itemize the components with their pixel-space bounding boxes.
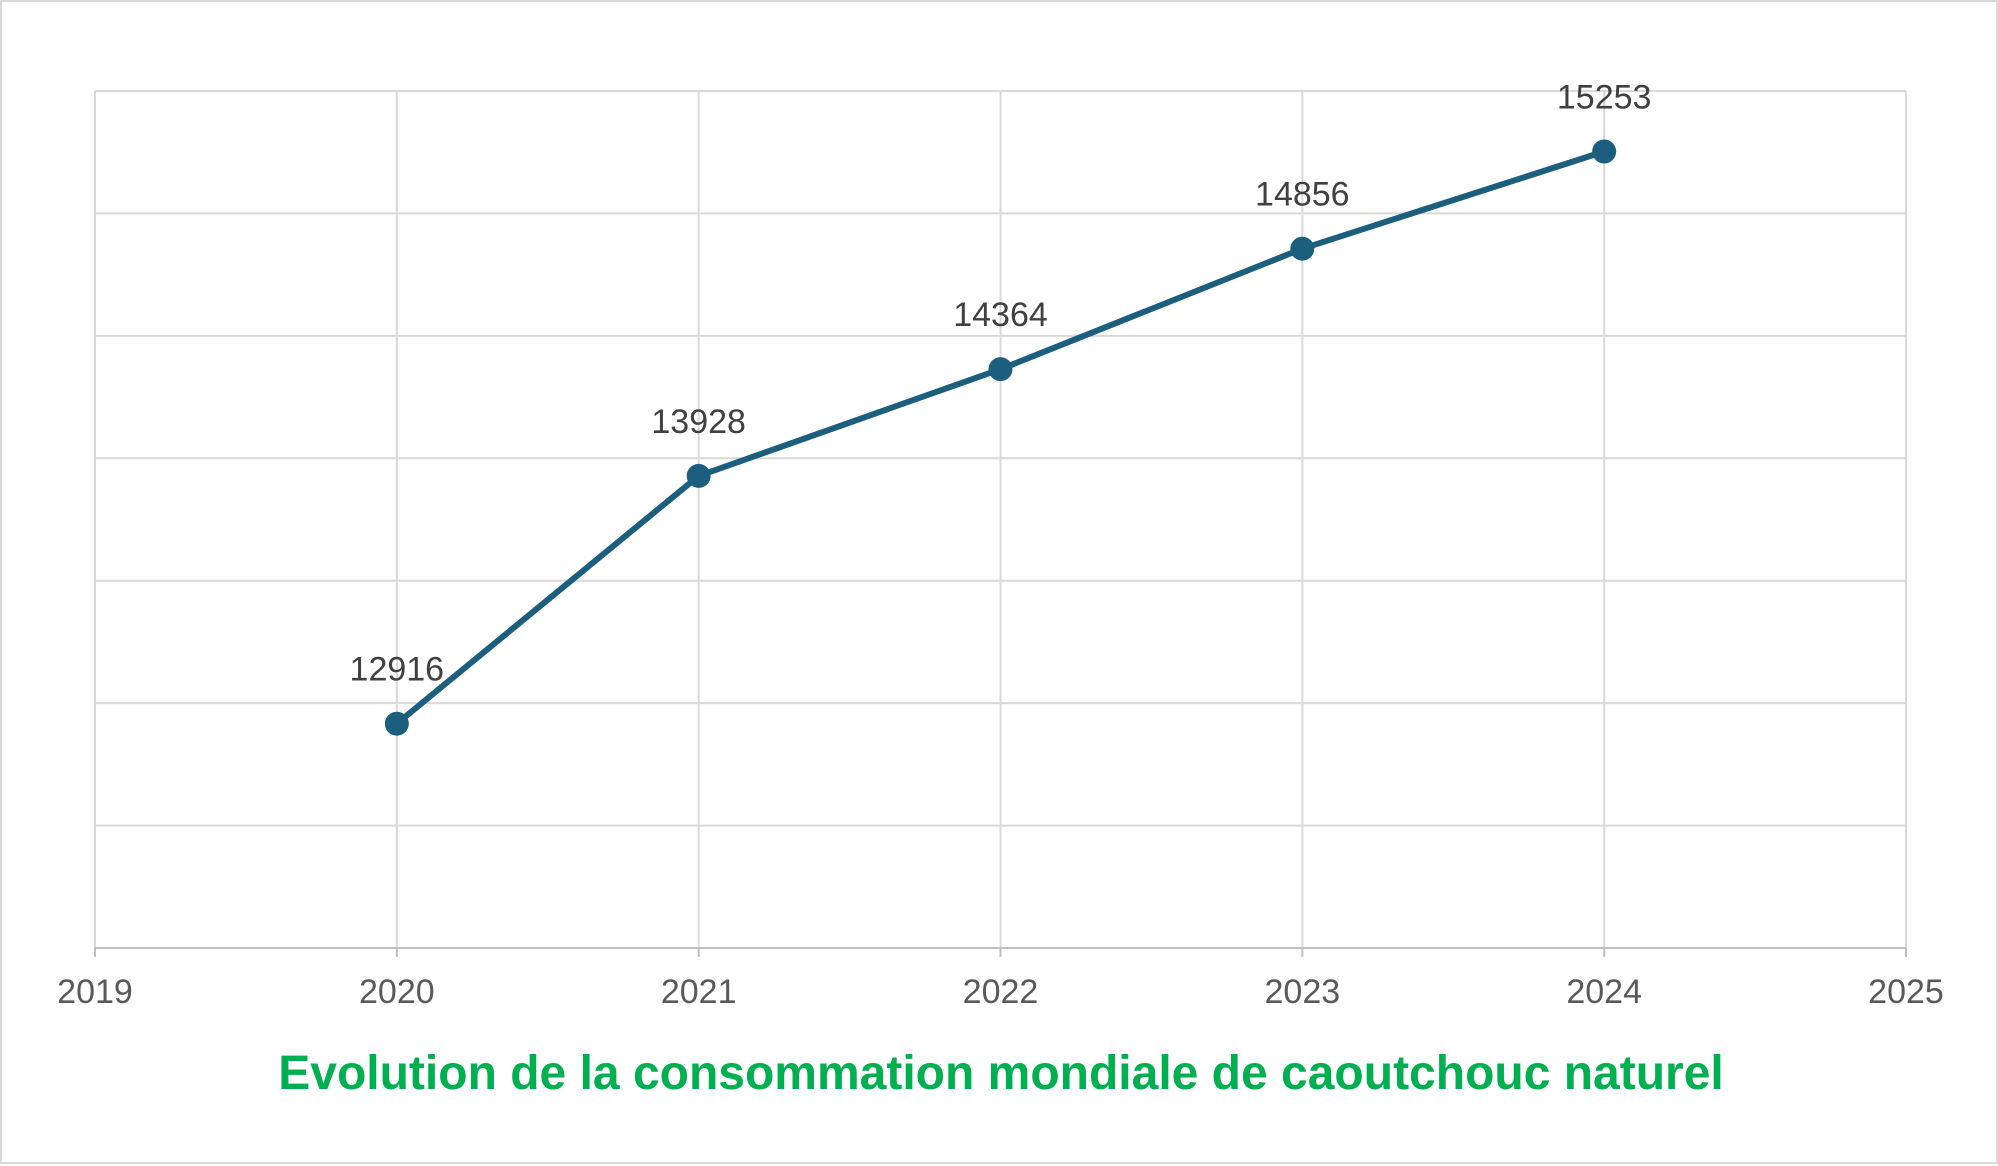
data-point	[687, 464, 711, 488]
x-tick-label: 2023	[1265, 973, 1341, 1011]
x-axis: 2019 2020 2021 2022 2023 2024 2025	[57, 948, 1944, 1011]
data-point	[1592, 139, 1616, 163]
data-label: 14364	[953, 296, 1048, 334]
chart-title: Evolution de la consommation mondiale de…	[278, 1047, 1724, 1100]
data-label: 14856	[1255, 176, 1350, 214]
data-label: 13928	[651, 403, 746, 441]
x-tick-label: 2020	[359, 973, 435, 1011]
data-point	[989, 357, 1013, 381]
gridlines	[95, 91, 1906, 948]
chart-area: 2019 2020 2021 2022 2023 2024 2025 12916 13928 1…	[0, 0, 1998, 1164]
x-tick-label: 2022	[963, 973, 1039, 1011]
x-tick-label: 2024	[1566, 973, 1642, 1011]
x-tick-label: 2021	[661, 973, 737, 1011]
data-label: 15253	[1557, 78, 1652, 116]
chart-svg: 2019 2020 2021 2022 2023 2024 2025 12916 13928 1…	[2, 2, 1998, 1166]
data-point	[1290, 237, 1314, 261]
data-point	[385, 712, 409, 736]
x-tick-label: 2019	[57, 973, 133, 1011]
data-label: 12916	[350, 651, 445, 689]
x-tick-label: 2025	[1868, 973, 1944, 1011]
